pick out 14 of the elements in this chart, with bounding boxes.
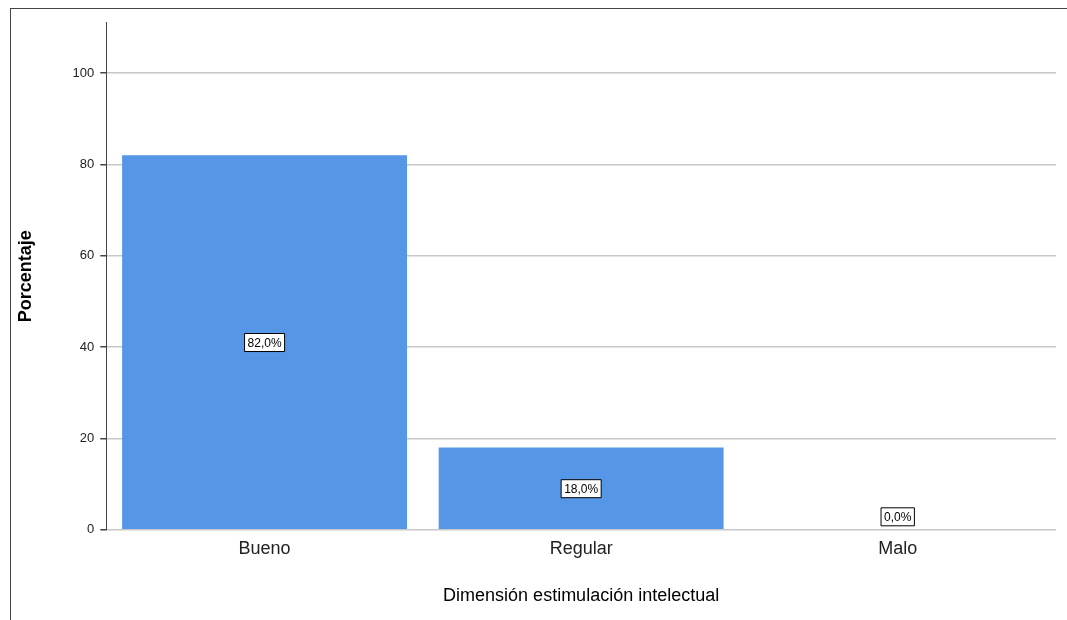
x-tick-label: Regular — [549, 537, 613, 558]
y-tick-label: 60 — [79, 247, 95, 263]
y-axis-title: Porcentaje — [14, 230, 35, 323]
y-tick-label: 80 — [79, 155, 95, 171]
x-axis-title: Dimensión estimulación intelectual — [443, 585, 720, 606]
y-tick-label: 100 — [72, 64, 95, 80]
x-tick-label: Bueno — [238, 537, 291, 558]
y-tick-label: 40 — [79, 338, 95, 354]
x-tick-label: Malo — [878, 537, 918, 558]
data-label: 82,0% — [247, 335, 282, 350]
y-tick-label: 0 — [87, 521, 95, 537]
y-tick-label: 20 — [79, 430, 95, 446]
data-label: 0,0% — [884, 510, 912, 525]
data-label: 18,0% — [564, 482, 599, 496]
